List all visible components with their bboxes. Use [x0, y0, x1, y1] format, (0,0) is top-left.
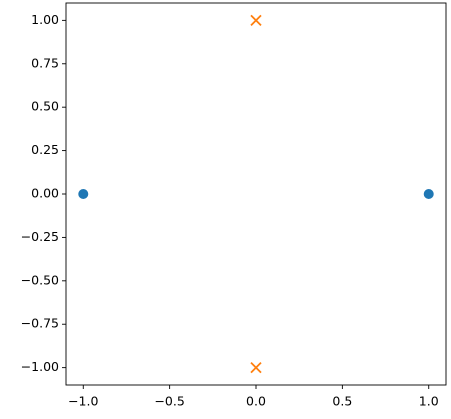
point — [250, 361, 262, 374]
x-tick-label: 1.0 — [419, 394, 439, 409]
point — [250, 14, 262, 26]
x-tick-label: 0.0 — [246, 394, 266, 409]
y-tick-label: 0.00 — [31, 186, 59, 201]
point — [78, 189, 89, 199]
x-tick-label: 0.5 — [332, 394, 352, 409]
y-tick-label: 0.75 — [31, 55, 59, 70]
y-tick-label: −0.50 — [21, 272, 59, 287]
x-tick-label: −1.0 — [68, 394, 98, 409]
y-tick-label: 0.25 — [31, 142, 59, 157]
y-tick-label: 1.00 — [31, 12, 59, 27]
x-tick-label: −0.5 — [154, 394, 184, 409]
y-tick-label: −0.25 — [21, 229, 59, 244]
y-tick-label: −0.75 — [21, 316, 59, 331]
y-tick-label: 0.50 — [31, 99, 59, 114]
point — [423, 189, 434, 199]
axes-frame — [65, 2, 447, 386]
y-tick-label: −1.00 — [21, 359, 59, 374]
